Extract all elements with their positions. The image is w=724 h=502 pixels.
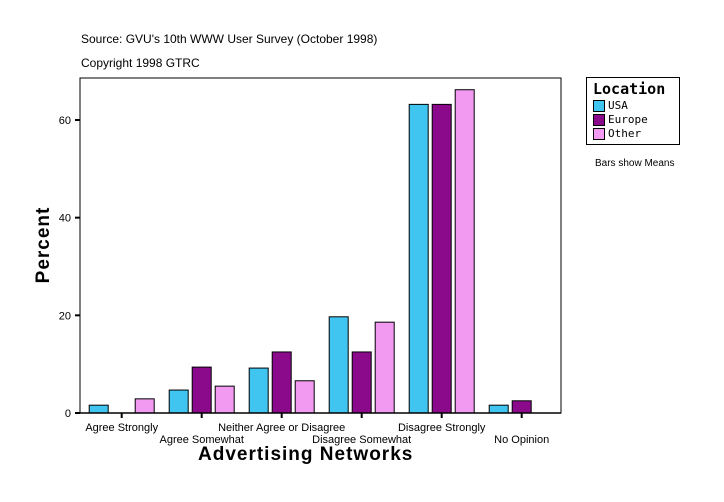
bar-usa [328,316,349,414]
chart-title: Source: GVU's 10th WWW User Survey (Octo… [81,32,378,46]
bar-europe [191,366,212,414]
legend-title: Location [593,80,666,98]
x-tick-label: No Opinion [494,434,549,446]
bar-europe [511,400,532,414]
y-tick-label: 20 [59,310,71,322]
bar-usa [488,404,509,414]
bar-other [294,380,315,414]
legend-item-other: Other [593,127,642,140]
legend-item-europe: Europe [593,113,648,126]
bar-other [214,385,235,414]
bar-other [454,89,475,414]
x-tick-label: Disagree Strongly [398,422,486,434]
y-axis-label: Percent [33,206,54,284]
x-tick-label: Agree Strongly [85,422,158,434]
bar-other [374,321,395,414]
legend-label: USA [608,99,628,112]
bar-europe [431,103,452,414]
y-tick-label: 0 [65,408,71,420]
chart-subtitle: Copyright 1998 GTRC [81,56,200,70]
bar-other [134,398,155,414]
legend: Location USA Europe Other [586,77,680,145]
x-tick-label: Neither Agree or Disagree [218,422,345,434]
x-tick-label: Agree Somewhat [160,434,244,446]
bars-note: Bars show Means [595,158,675,169]
legend-label: Other [608,127,642,140]
bar-usa [168,389,189,414]
plot-frame [79,77,562,414]
y-tick-label: 60 [59,115,71,127]
y-tick-label: 40 [59,213,71,225]
legend-swatch [593,114,605,126]
bar-europe [271,351,292,414]
bar-usa [88,404,109,414]
x-axis-label: Advertising Networks [198,444,414,465]
legend-swatch [593,100,605,112]
bar-usa [248,367,269,414]
legend-swatch [593,128,605,140]
x-tick-label: Disagree Somewhat [312,434,411,446]
bar-europe [351,351,372,414]
legend-label: Europe [608,113,648,126]
legend-item-usa: USA [593,99,628,112]
bar-usa [408,103,429,414]
